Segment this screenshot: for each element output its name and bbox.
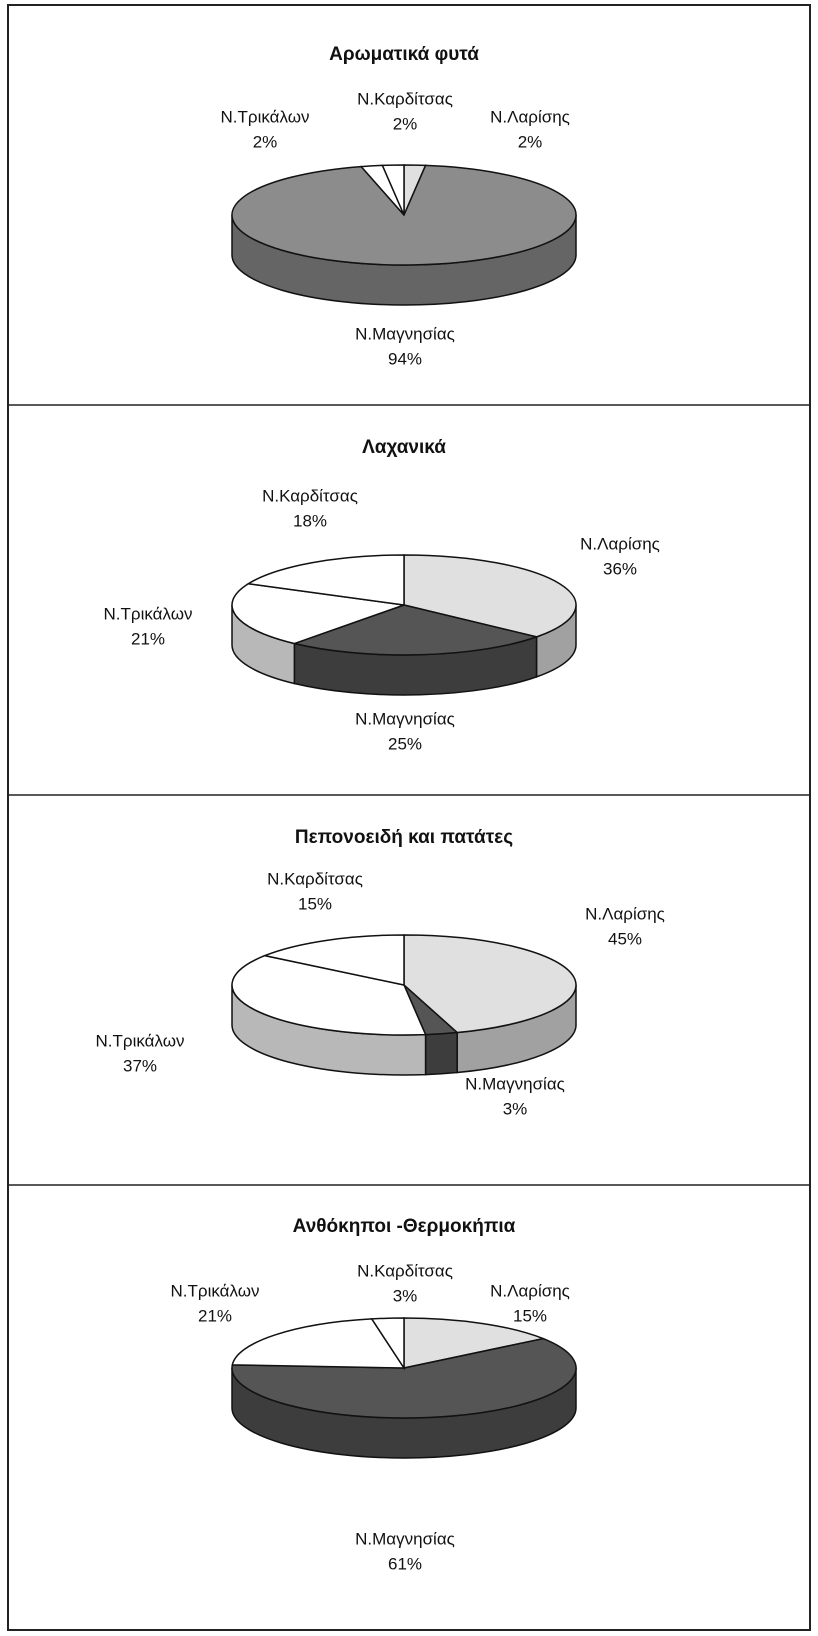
slice-label: Ν.Καρδίτσας (267, 869, 363, 888)
slice-label: Ν.Λαρίσης (585, 904, 665, 923)
slice-value-label: 2% (518, 132, 543, 151)
slice-value-label: 36% (603, 559, 637, 578)
slice-value-label: 25% (388, 734, 422, 753)
slice-value-label: 2% (253, 132, 278, 151)
slice-value-label: 3% (393, 1286, 418, 1305)
slice (262, 934, 405, 986)
slice-label: Ν.Τρικάλων (104, 604, 193, 623)
slice-value-label: 45% (608, 929, 642, 948)
slice-value-label: 2% (393, 114, 418, 133)
slice (403, 554, 577, 638)
slice-label: Ν.Λαρίσης (490, 1281, 570, 1300)
slice-label: Ν.Λαρίσης (490, 107, 570, 126)
chart-title: Αρωματικά φυτά (329, 44, 479, 65)
slice-label: Ν.Καρδίτσας (357, 89, 453, 108)
slice-value-label: 3% (503, 1099, 528, 1118)
slice (291, 604, 540, 656)
slice-value-label: 21% (198, 1306, 232, 1325)
slice-label: Ν.Καρδίτσας (357, 1261, 453, 1280)
slice-label: Ν.Μαγνησίας (465, 1074, 565, 1093)
slice (231, 1318, 406, 1369)
slice-label: Ν.Τρικάλων (221, 107, 310, 126)
slice (403, 934, 577, 1034)
slice (246, 554, 405, 606)
slice-label: Ν.Τρικάλων (171, 1281, 260, 1300)
slice (381, 164, 405, 216)
slice (231, 954, 427, 1036)
chart-title: Πεπονοειδή και πατάτες (295, 827, 513, 848)
slice-value-label: 15% (513, 1306, 547, 1325)
slice-side (424, 1031, 458, 1076)
slice-value-label: 21% (131, 629, 165, 648)
slice-value-label: 61% (388, 1554, 422, 1573)
slice (370, 1317, 405, 1371)
slice (231, 582, 405, 645)
chart-title: Ανθόκηποι -Θερμοκήπια (293, 1216, 516, 1237)
slice-label: Ν.Καρδίτσας (262, 486, 358, 505)
slice (403, 1317, 546, 1369)
slice-label: Ν.Μαγνησίας (355, 1529, 455, 1548)
slice-label: Ν.Μαγνησίας (355, 709, 455, 728)
slice-label: Ν.Τρικάλων (96, 1031, 185, 1050)
slice-value-label: 18% (293, 511, 327, 530)
chart-title: Λαχανικά (362, 437, 446, 458)
slice (231, 164, 577, 266)
slice-value-label: 15% (298, 894, 332, 913)
slice-label: Ν.Μαγνησίας (355, 324, 455, 343)
slice-label: Ν.Λαρίσης (580, 534, 660, 553)
slice (231, 1337, 577, 1419)
slice-value-label: 94% (388, 349, 422, 368)
frame (7, 4, 811, 1631)
slice-value-label: 37% (123, 1056, 157, 1075)
